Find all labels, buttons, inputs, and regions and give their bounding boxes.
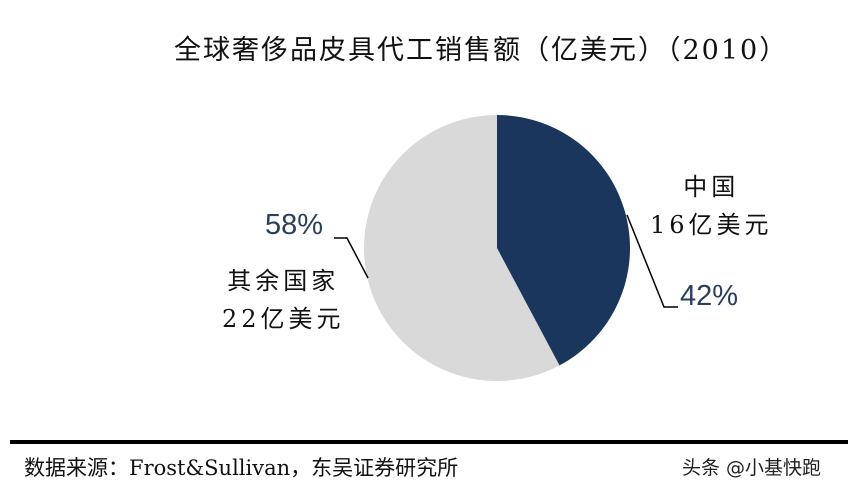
category-value-other: 22亿美元 [222, 305, 345, 333]
footer-divider [10, 440, 848, 444]
pie-slice-china [497, 115, 631, 366]
pct-label-china: 42% [680, 280, 739, 312]
pie-slice-other [364, 115, 560, 381]
category-label-other: 其余国家 22亿美元 [222, 262, 345, 338]
category-name-china: 中国 [683, 173, 740, 201]
category-label-china: 中国 16亿美元 [650, 168, 773, 244]
category-name-other: 其余国家 [227, 267, 340, 295]
pct-label-other: 58% [265, 209, 324, 241]
category-value-china: 16亿美元 [650, 211, 773, 239]
chart-title: 全球奢侈品皮具代工销售额（亿美元）（2010） [174, 35, 789, 66]
leader-line-china [626, 214, 678, 308]
watermark: 头条 @小基快跑 [682, 457, 822, 479]
source-note: 数据来源：Frost&Sullivan，东吴证券研究所 [24, 456, 459, 480]
leader-line-other [334, 237, 369, 279]
